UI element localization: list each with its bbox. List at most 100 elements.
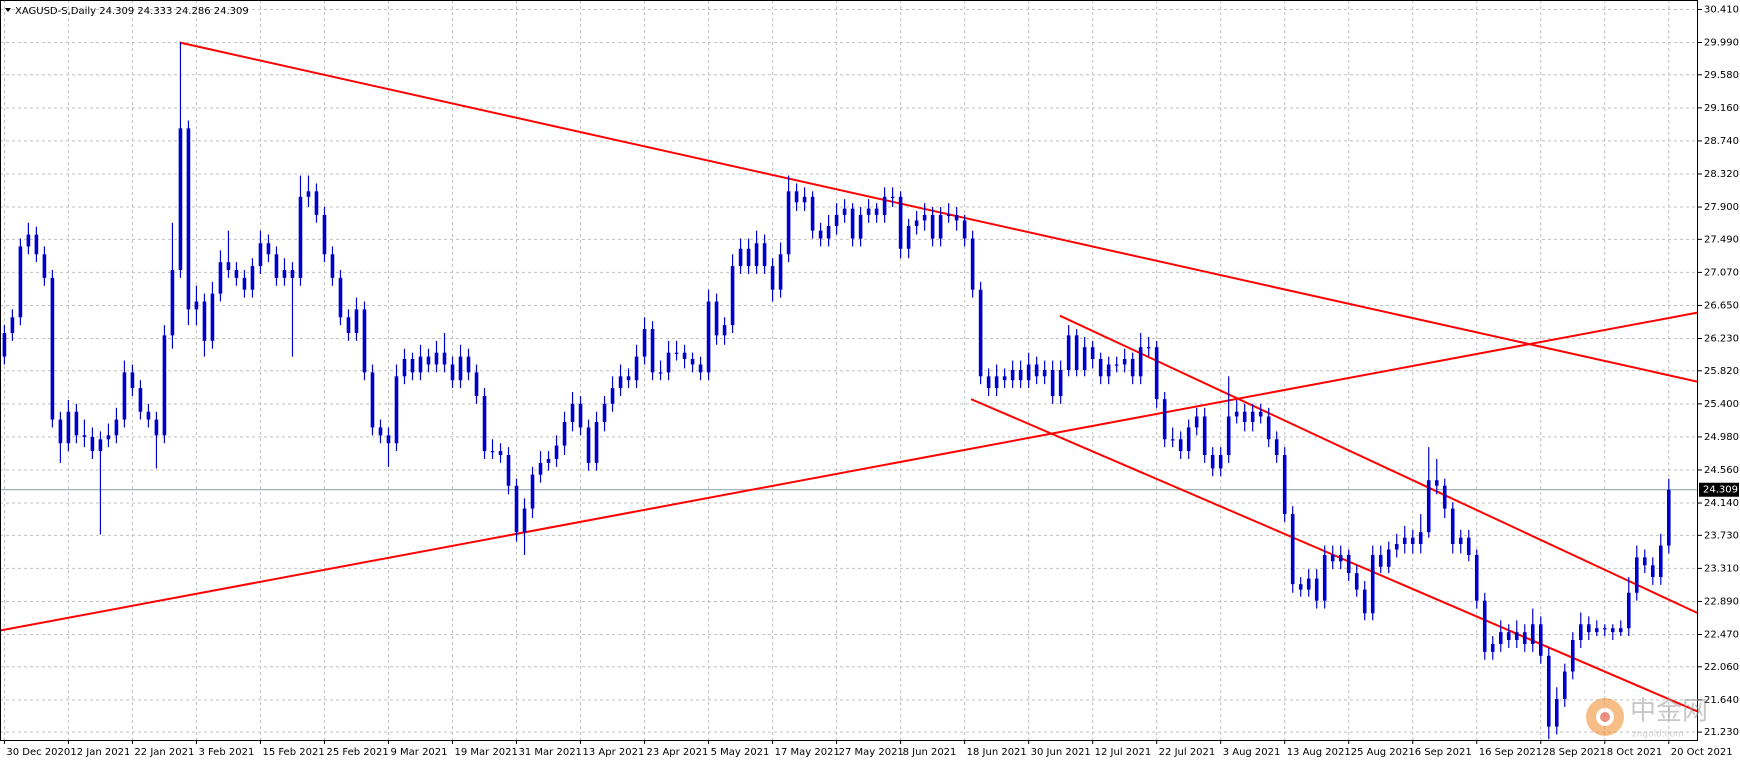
candle-body <box>1058 370 1063 396</box>
candle-body <box>850 208 855 239</box>
candle-body <box>650 329 655 373</box>
candle-body <box>1162 399 1167 440</box>
candle-body <box>1210 455 1215 469</box>
candle-body <box>594 421 599 463</box>
candle-body <box>2 333 7 357</box>
candle-body <box>210 293 215 341</box>
candle-body <box>634 356 639 381</box>
candle-body <box>922 214 927 221</box>
x-tick-label: 23 Apr 2021 <box>647 747 709 758</box>
candle-body <box>1642 557 1647 566</box>
candle-body <box>138 388 143 412</box>
candle-body <box>1282 455 1287 515</box>
current-price-label: 24.309 <box>1703 485 1738 496</box>
candle-body <box>10 317 15 333</box>
candle-body <box>554 445 559 459</box>
candle-body <box>1186 427 1191 452</box>
x-tick-label: 6 Sep 2021 <box>1415 747 1472 758</box>
candle-body <box>218 262 223 294</box>
y-tick-label: 22.470 <box>1704 630 1739 641</box>
candle-body <box>98 439 103 452</box>
candle-body <box>1666 489 1671 546</box>
candle-body <box>106 435 111 440</box>
candle-body <box>306 191 311 197</box>
candle-body <box>258 243 263 267</box>
candle-body <box>266 243 271 255</box>
y-tick-label: 21.640 <box>1704 695 1739 706</box>
y-tick-label: 27.490 <box>1704 234 1739 245</box>
candle-body <box>810 196 815 231</box>
candle-body <box>482 395 487 452</box>
candle-body <box>1274 439 1279 456</box>
candle-body <box>530 474 535 509</box>
candle-body <box>738 248 743 267</box>
y-tick-label: 22.890 <box>1704 596 1739 607</box>
candle-body <box>66 411 71 444</box>
candle-body <box>202 301 207 341</box>
candle-body <box>450 364 455 381</box>
candle-body <box>690 358 695 365</box>
candle-body <box>986 376 991 389</box>
candle-body <box>754 243 759 267</box>
candle-body <box>114 419 119 436</box>
candle-body <box>970 238 975 290</box>
candle-body <box>1290 514 1295 585</box>
candle-body <box>82 435 87 437</box>
x-tick-label: 22 Jul 2021 <box>1159 747 1216 758</box>
candle-body <box>1138 347 1143 377</box>
x-tick-label: 15 Feb 2021 <box>262 747 324 758</box>
y-tick-label: 29.580 <box>1704 70 1739 81</box>
candle-body <box>274 254 279 278</box>
watermark-logo-dot <box>1600 712 1610 722</box>
title-icon <box>5 8 11 12</box>
x-tick-label: 28 Sep 2021 <box>1543 747 1606 758</box>
y-tick-label: 26.230 <box>1704 334 1739 345</box>
y-tick-label: 26.650 <box>1704 300 1739 311</box>
candle-body <box>1114 364 1119 366</box>
candle-body <box>570 403 575 422</box>
trendlines <box>0 41 1699 713</box>
candle-body <box>514 485 519 533</box>
candle-body <box>1610 628 1615 633</box>
candle-body <box>1050 370 1055 396</box>
candle-body <box>1122 358 1127 365</box>
x-tick-label: 3 Feb 2021 <box>198 747 254 758</box>
candle-body <box>786 191 791 255</box>
x-tick-label: 30 Dec 2020 <box>6 747 70 758</box>
candle-body <box>386 435 391 444</box>
candle-body <box>1194 416 1199 428</box>
candle-body <box>778 254 783 290</box>
candle-body <box>290 270 295 278</box>
candle-body <box>298 196 303 278</box>
candle-body <box>1378 555 1383 567</box>
x-tick-label: 9 Mar 2021 <box>390 747 447 758</box>
candle-body <box>882 196 887 215</box>
candle-body <box>490 451 495 453</box>
candle-body <box>938 214 943 239</box>
candle-body <box>506 455 511 486</box>
watermark: 中金网 <box>1630 697 1708 727</box>
candle-body <box>1482 600 1487 652</box>
trendline <box>0 311 1699 632</box>
candle-body <box>546 458 551 463</box>
y-tick-label: 24.980 <box>1704 432 1739 443</box>
x-tick-label: 22 Jan 2021 <box>134 747 194 758</box>
candle-body <box>1450 508 1455 544</box>
x-tick-label: 18 Jun 2021 <box>967 747 1027 758</box>
y-tick-label: 29.990 <box>1704 38 1739 49</box>
candle-body <box>1490 643 1495 652</box>
candle-body <box>1154 347 1159 400</box>
x-tick-label: 3 Aug 2021 <box>1223 747 1281 758</box>
y-tick-label: 21.230 <box>1704 727 1739 738</box>
candle-body <box>1018 370 1023 381</box>
trendline <box>1059 314 1699 615</box>
candle-body <box>1322 555 1327 601</box>
candle-body <box>962 220 967 239</box>
candle-body <box>1594 628 1599 633</box>
y-tick-label: 27.070 <box>1704 267 1739 278</box>
candle-body <box>914 220 919 226</box>
candle-body <box>74 411 79 436</box>
candle-body <box>586 427 591 463</box>
